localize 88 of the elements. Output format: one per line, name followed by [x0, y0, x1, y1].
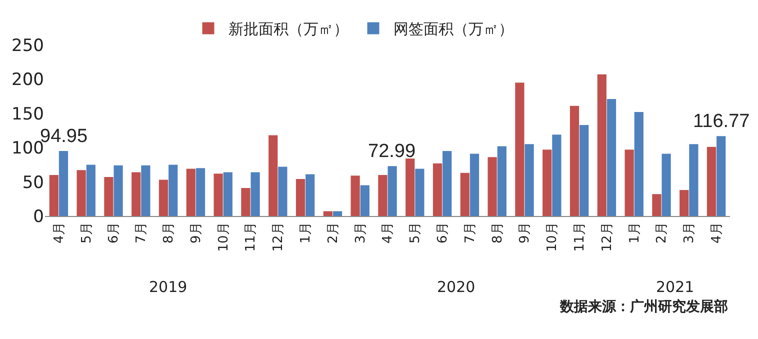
bar [597, 74, 606, 216]
x-tick-label: 1月 [627, 222, 642, 244]
bar [634, 112, 644, 216]
text: 2021 [656, 278, 694, 296]
y-tick-label: 50 [22, 172, 44, 193]
x-tick-label: 4月 [710, 222, 725, 244]
bar [350, 176, 360, 216]
bar [497, 146, 506, 216]
bar [524, 144, 534, 216]
bar [223, 172, 232, 216]
bar [296, 179, 306, 216]
x-tick-label: 8月 [490, 222, 506, 244]
bar [470, 154, 480, 216]
legend-label: 新批面积（万㎡） [228, 20, 348, 38]
bar [689, 144, 698, 216]
bar [278, 166, 288, 216]
y-tick-label: 0 [33, 206, 44, 227]
x-tick-label: 7月 [134, 222, 150, 244]
y-tick-label: 200 [12, 70, 44, 90]
bar [360, 185, 370, 216]
bar [58, 151, 68, 216]
bar [214, 174, 223, 216]
legend-label: 网签面积（万㎡） [393, 20, 514, 38]
bar [706, 146, 716, 216]
x-tick-label: 8月 [162, 222, 177, 244]
bar [460, 172, 470, 216]
bar [388, 166, 397, 216]
data-label: 72.99 [368, 141, 416, 162]
bar [250, 172, 260, 216]
bar [415, 168, 424, 216]
x-tick-label: 2月 [326, 222, 341, 244]
bar [332, 211, 342, 216]
x-tick-label: 1月 [298, 222, 314, 244]
x-tick-label: 3月 [682, 222, 698, 244]
x-tick-label: 6月 [106, 222, 122, 244]
bar [196, 168, 206, 216]
bar [104, 177, 114, 216]
bar [186, 168, 196, 216]
bar [680, 190, 689, 216]
y-tick-label: 250 [12, 36, 44, 56]
x-tick-label: 5月 [408, 222, 424, 244]
x-tick-label: 10月 [216, 222, 232, 252]
x-tick-label: 11月 [572, 222, 588, 252]
bar [406, 158, 415, 216]
bar [76, 170, 86, 216]
bar [552, 134, 562, 216]
bar [652, 194, 662, 216]
bar [515, 82, 524, 216]
x-tick-label: 9月 [518, 222, 533, 244]
bar [168, 164, 178, 216]
x-tick-label: 4月 [380, 222, 396, 244]
x-tick-label: 12月 [271, 222, 286, 252]
bar [542, 150, 552, 216]
bar [570, 106, 580, 216]
x-tick-label: 4月 [52, 222, 67, 244]
bar [488, 157, 497, 216]
text: 2019 [149, 278, 188, 296]
x-tick-label: 3月 [353, 222, 368, 244]
bar [323, 211, 332, 216]
bar [114, 165, 123, 216]
x-tick-label: 11月 [244, 222, 259, 252]
x-tick-label: 2月 [654, 222, 670, 244]
x-tick-label: 6月 [436, 222, 451, 244]
x-tick-label: 5月 [79, 222, 94, 244]
bar [716, 136, 726, 216]
source-note: 数据来源：广州研究发展部 [559, 298, 728, 315]
bar [442, 151, 452, 216]
data-label: 116.77 [693, 111, 750, 132]
bar [268, 135, 278, 216]
bar [141, 165, 150, 216]
bar [624, 150, 634, 216]
y-tick-label: 150 [12, 104, 44, 124]
bar [432, 163, 442, 216]
bar [86, 164, 96, 216]
x-tick-label: 10月 [545, 222, 560, 252]
bar [49, 174, 58, 216]
bar [158, 180, 168, 216]
bar [132, 172, 141, 216]
x-tick-label: 7月 [462, 222, 478, 244]
x-tick-label: 12月 [600, 222, 615, 252]
bar [306, 174, 315, 216]
x-tick-label: 9月 [188, 222, 204, 244]
bar [241, 188, 250, 216]
text: 2020 [437, 278, 476, 296]
bar [580, 125, 589, 216]
bar [662, 154, 671, 216]
bar [606, 99, 616, 216]
bar [378, 174, 388, 216]
